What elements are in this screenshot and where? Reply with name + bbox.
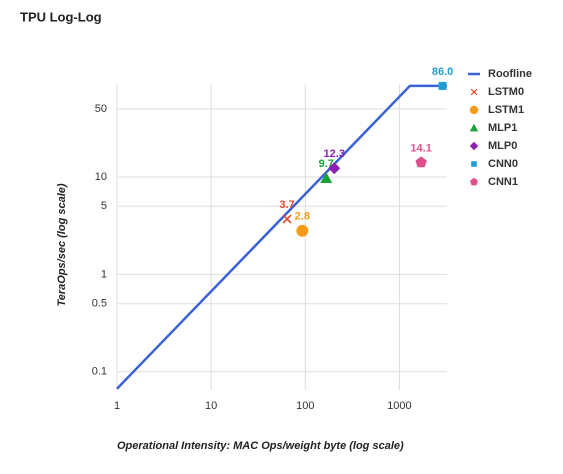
y-tick-label: 10 <box>95 171 107 183</box>
y-tick-label: 0.1 <box>92 366 107 378</box>
point <box>296 224 309 237</box>
legend-swatch <box>470 88 478 96</box>
x-tick-label: 1 <box>114 400 120 412</box>
x-axis-title: Operational Intensity: MAC Ops/weight by… <box>117 440 404 452</box>
point <box>328 162 341 175</box>
legend-label: LSTM1 <box>488 104 524 116</box>
legend-swatch <box>469 105 479 115</box>
legend-label: Roofline <box>488 68 532 80</box>
point <box>438 81 447 90</box>
data-label: 86.0 <box>432 66 453 78</box>
legend-label: MLP1 <box>488 122 517 134</box>
legend: Roofline LSTM0 LSTM1 MLP1 MLP0 CNN0 CNN1 <box>468 68 532 188</box>
legend-swatch <box>471 161 477 167</box>
y-axis-title: TeraOps/sec (log scale) <box>56 183 68 306</box>
legend-label: LSTM0 <box>488 86 524 98</box>
data-label: 14.1 <box>410 142 431 154</box>
legend-label: CNN0 <box>488 158 518 170</box>
legend-label: CNN1 <box>488 176 518 188</box>
chart-title: TPU Log-Log <box>20 9 102 24</box>
y-tick-label: 1 <box>101 268 107 280</box>
legend-swatch <box>470 177 478 186</box>
point <box>320 172 333 184</box>
legend-label: MLP0 <box>488 140 517 152</box>
x-tick-label: 100 <box>296 400 314 412</box>
data-label: 2.8 <box>295 211 310 223</box>
x-tick-label: 10 <box>205 400 217 412</box>
y-tick-label: 5 <box>101 200 107 212</box>
point <box>282 214 292 224</box>
y-tick-label: 50 <box>95 103 107 115</box>
roofline <box>116 84 447 390</box>
y-tick-label: 0.5 <box>92 298 107 310</box>
point <box>415 156 427 168</box>
x-tick-label: 1000 <box>387 400 411 412</box>
data-label: 3.7 <box>279 199 294 211</box>
legend-swatch <box>469 141 479 151</box>
legend-swatch <box>469 123 479 132</box>
data-label: 12.3 <box>324 148 345 160</box>
